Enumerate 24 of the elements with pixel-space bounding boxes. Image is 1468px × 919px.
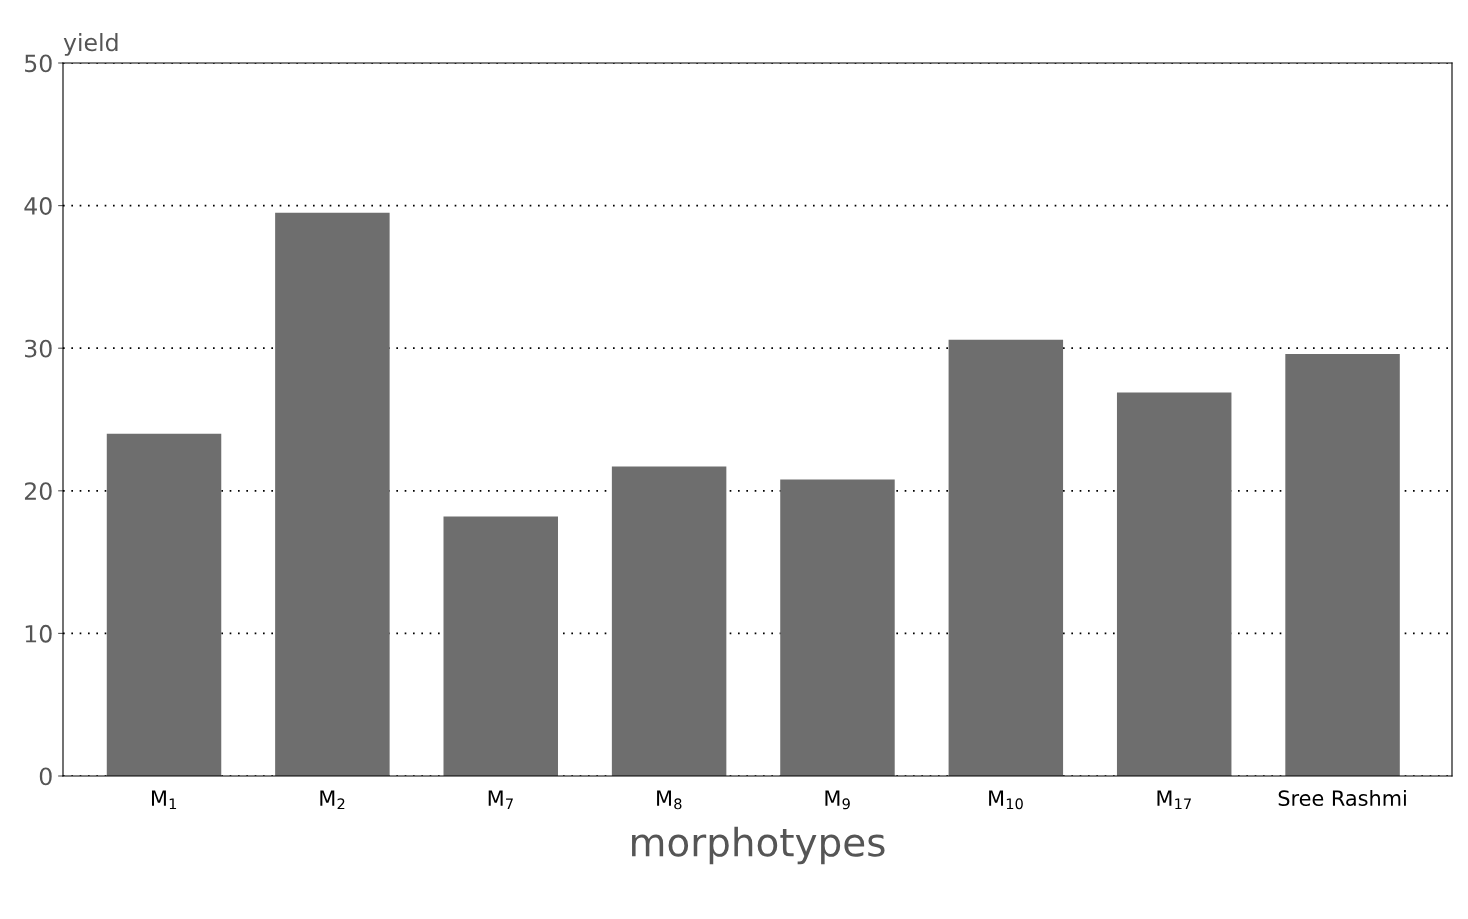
x-tick-label: M$_{2}$: [320, 790, 345, 810]
y-tick-label: 20: [24, 482, 52, 501]
bar: [948, 339, 1064, 776]
x-tick-label: M$_{8}$: [657, 790, 682, 810]
bar: [106, 433, 222, 776]
x-tick-label: M$_{9}$: [825, 790, 850, 810]
bar: [780, 479, 895, 776]
y-tick-label: 30: [25, 339, 52, 358]
x-tick-label: M$_{1}$: [152, 790, 177, 810]
y-tick-label: 40: [24, 197, 52, 215]
y-tick-label: 10: [25, 624, 52, 643]
bar: [443, 516, 558, 776]
x-axis-title: morphotypes: [632, 826, 885, 865]
x-tick-label: M$_{7}$: [488, 790, 513, 810]
y-tick-label: 0: [39, 767, 52, 786]
bar: [1285, 353, 1400, 776]
y-axis-title: yield: [63, 33, 118, 56]
bar: [1116, 392, 1232, 776]
x-tick-label: M$_{17}$: [1157, 790, 1191, 810]
bar: [275, 212, 390, 776]
bar: [611, 466, 727, 776]
x-tick-label: M$_{10}$: [989, 790, 1023, 810]
x-tick-label: Sree Rashmi: [1278, 789, 1406, 807]
y-tick-label: 50: [25, 54, 52, 73]
